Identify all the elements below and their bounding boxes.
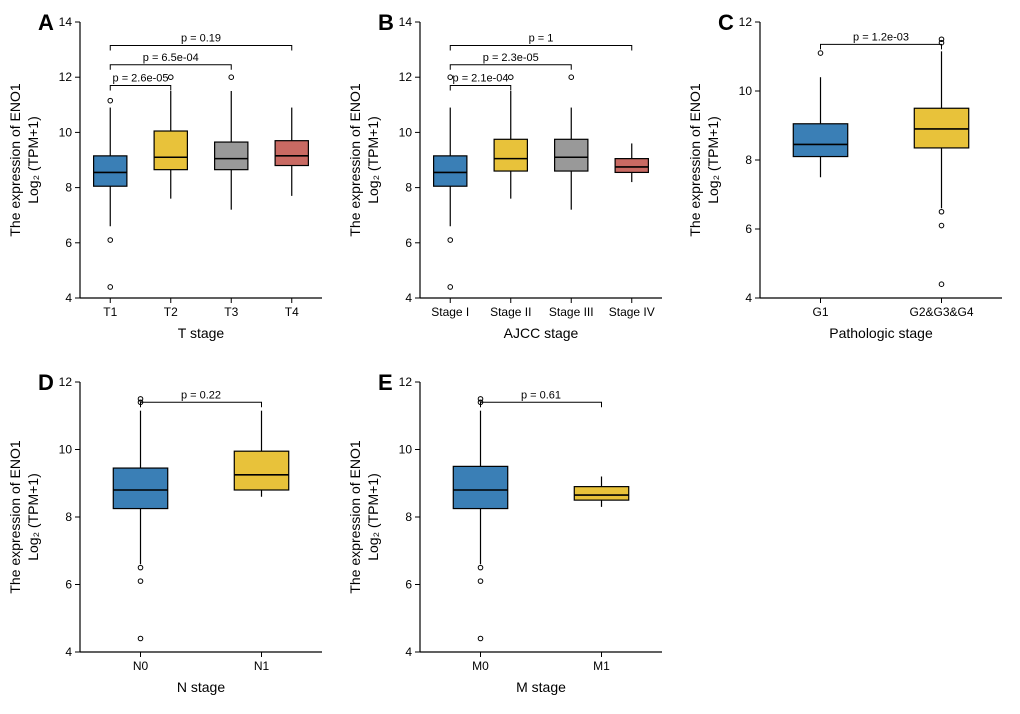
svg-text:M1: M1 bbox=[593, 659, 610, 673]
svg-text:12: 12 bbox=[399, 375, 413, 389]
svg-text:N0: N0 bbox=[133, 659, 149, 673]
svg-text:14: 14 bbox=[59, 15, 73, 29]
panel-C-chart: 4 6 8 10 12 G1 G2&G3&G4 Pathologic stage The exp… bbox=[680, 0, 1020, 360]
svg-text:8: 8 bbox=[405, 181, 412, 195]
svg-text:p = 0.61: p = 0.61 bbox=[521, 389, 561, 401]
svg-text:8: 8 bbox=[65, 181, 72, 195]
svg-text:p = 2.3e-05: p = 2.3e-05 bbox=[483, 52, 539, 64]
svg-text:10: 10 bbox=[59, 443, 73, 457]
svg-text:4: 4 bbox=[405, 291, 412, 305]
svg-text:G1: G1 bbox=[812, 305, 828, 319]
svg-text:The expression of ENO1: The expression of ENO1 bbox=[7, 83, 23, 237]
svg-text:6: 6 bbox=[65, 236, 72, 250]
panel-A-chart: 4 6 8 10 12 14 T1 T2 T3 T4 T stage The expression o… bbox=[0, 0, 340, 360]
svg-text:8: 8 bbox=[65, 510, 72, 524]
svg-text:T4: T4 bbox=[285, 305, 299, 319]
svg-text:N1: N1 bbox=[254, 659, 270, 673]
svg-text:6: 6 bbox=[405, 578, 412, 592]
panel-E-chart: 4 6 8 10 12 M0 M1 M stage The expression of ENO1… bbox=[340, 360, 680, 714]
figure-container: A468101214T1T2T3T4T stageThe expression … bbox=[0, 0, 1020, 714]
svg-text:12: 12 bbox=[399, 70, 413, 84]
svg-text:AJCC stage: AJCC stage bbox=[504, 325, 579, 341]
svg-text:N stage: N stage bbox=[177, 679, 225, 695]
svg-text:T1: T1 bbox=[103, 305, 117, 319]
svg-text:Pathologic stage: Pathologic stage bbox=[829, 325, 933, 341]
svg-text:Log₂ (TPM+1): Log₂ (TPM+1) bbox=[365, 473, 381, 561]
svg-text:Stage IV: Stage IV bbox=[609, 305, 655, 319]
svg-text:The expression of ENO1: The expression of ENO1 bbox=[347, 440, 363, 594]
svg-text:10: 10 bbox=[399, 443, 413, 457]
svg-text:p = 2.1e-04: p = 2.1e-04 bbox=[453, 72, 509, 84]
svg-text:M stage: M stage bbox=[516, 679, 566, 695]
svg-text:Stage I: Stage I bbox=[431, 305, 469, 319]
svg-text:T3: T3 bbox=[224, 305, 238, 319]
svg-text:8: 8 bbox=[745, 153, 752, 167]
svg-text:The expression of ENO1: The expression of ENO1 bbox=[687, 83, 703, 237]
svg-text:10: 10 bbox=[739, 84, 753, 98]
svg-text:p = 1.2e-03: p = 1.2e-03 bbox=[853, 31, 909, 43]
svg-text:T stage: T stage bbox=[178, 325, 225, 341]
svg-text:4: 4 bbox=[745, 291, 752, 305]
svg-text:Log₂ (TPM+1): Log₂ (TPM+1) bbox=[705, 116, 721, 204]
svg-text:4: 4 bbox=[65, 291, 72, 305]
svg-text:Stage II: Stage II bbox=[490, 305, 531, 319]
svg-text:p = 1: p = 1 bbox=[529, 32, 554, 44]
svg-text:T2: T2 bbox=[164, 305, 178, 319]
panel-B-chart: 4 6 8 10 12 14 Stage I Stage II Stage III Stage I… bbox=[340, 0, 680, 360]
svg-text:p = 0.19: p = 0.19 bbox=[181, 32, 221, 44]
svg-text:12: 12 bbox=[739, 15, 753, 29]
svg-text:6: 6 bbox=[65, 578, 72, 592]
svg-text:G2&G3&G4: G2&G3&G4 bbox=[909, 305, 973, 319]
svg-text:Log₂ (TPM+1): Log₂ (TPM+1) bbox=[25, 473, 41, 561]
svg-text:6: 6 bbox=[405, 236, 412, 250]
svg-text:The expression of ENO1: The expression of ENO1 bbox=[347, 83, 363, 237]
svg-text:14: 14 bbox=[399, 15, 413, 29]
panel-D-chart: 4 6 8 10 12 N0 N1 N stage The expression of ENO1… bbox=[0, 360, 340, 714]
svg-text:Log₂ (TPM+1): Log₂ (TPM+1) bbox=[365, 116, 381, 204]
svg-text:The expression of ENO1: The expression of ENO1 bbox=[7, 440, 23, 594]
svg-text:6: 6 bbox=[745, 222, 752, 236]
svg-text:Stage III: Stage III bbox=[549, 305, 594, 319]
svg-text:Log₂ (TPM+1): Log₂ (TPM+1) bbox=[25, 116, 41, 204]
svg-text:8: 8 bbox=[405, 510, 412, 524]
svg-text:4: 4 bbox=[405, 645, 412, 659]
svg-text:12: 12 bbox=[59, 70, 73, 84]
svg-text:p = 6.5e-04: p = 6.5e-04 bbox=[143, 52, 199, 64]
svg-text:p = 2.6e-05: p = 2.6e-05 bbox=[113, 72, 169, 84]
svg-text:12: 12 bbox=[59, 375, 73, 389]
svg-text:10: 10 bbox=[59, 125, 73, 139]
svg-text:4: 4 bbox=[65, 645, 72, 659]
svg-text:10: 10 bbox=[399, 125, 413, 139]
svg-text:p = 0.22: p = 0.22 bbox=[181, 389, 221, 401]
svg-text:M0: M0 bbox=[472, 659, 489, 673]
